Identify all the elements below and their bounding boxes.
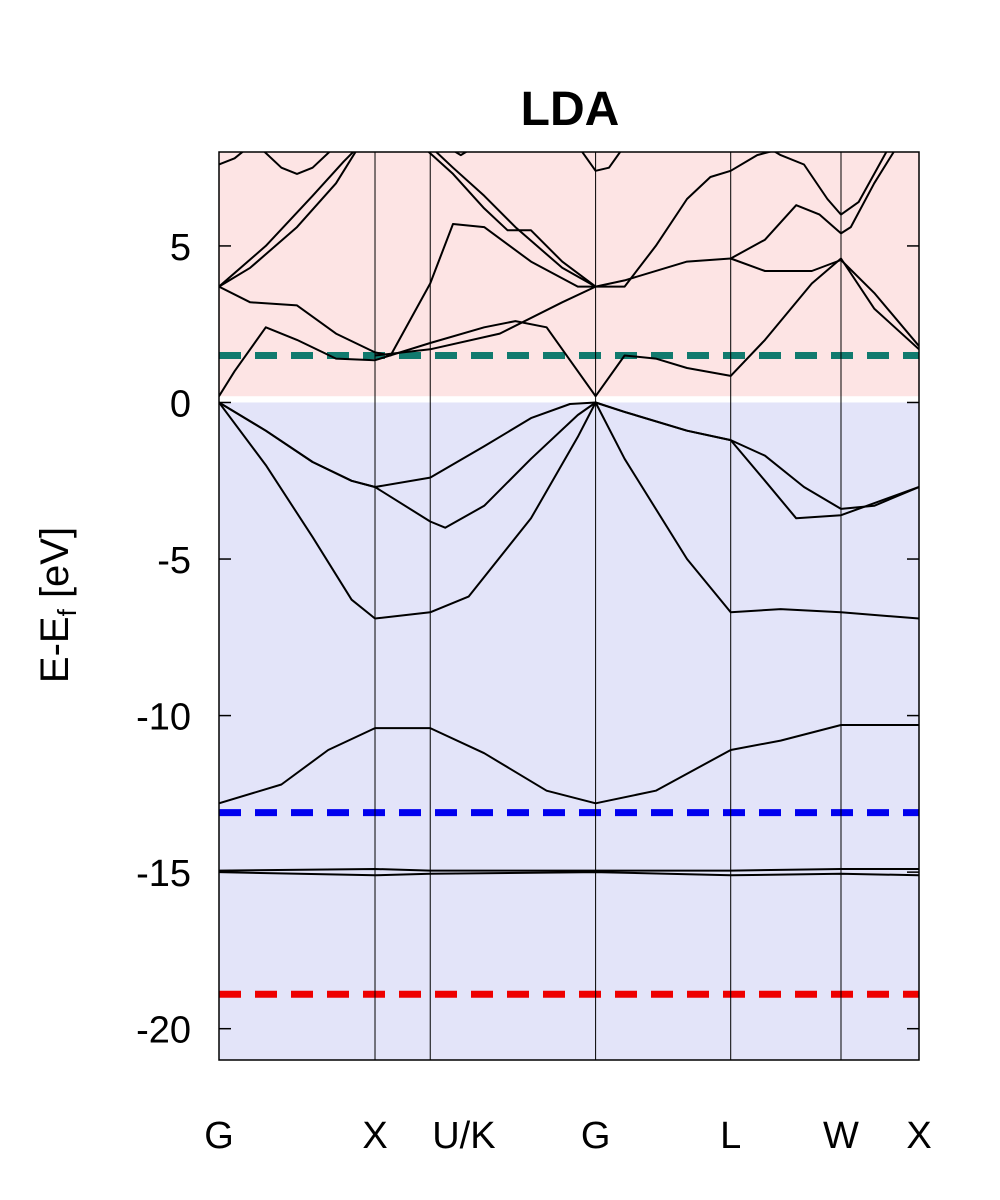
y-ticks: 5 0 -5 -10 -15 -20 [136, 227, 919, 1052]
band-6 [219, 401, 919, 529]
plot-frame [218, 151, 920, 1061]
band-15 [427, 152, 597, 288]
band-20 [773, 152, 888, 216]
y-axis-label: E-Ef [eV] [33, 527, 82, 683]
x-tick-label: L [720, 1115, 741, 1157]
y-tick-label: -5 [157, 540, 191, 582]
band-curves [219, 152, 919, 877]
x-tick-label: X [362, 1115, 387, 1157]
band-10 [219, 152, 357, 288]
band-13 [374, 285, 597, 357]
x-tick-label: U/K [432, 1115, 495, 1157]
band-16 [453, 152, 468, 157]
band-14 [434, 152, 597, 288]
band-4 [219, 401, 919, 620]
band-7 [219, 257, 919, 398]
reference-lines [219, 352, 919, 998]
x-tick-label: W [823, 1115, 859, 1157]
y-tick-label: 5 [170, 227, 191, 269]
band-2 [219, 871, 919, 877]
y-tick-label: -10 [136, 697, 191, 739]
y-axis-label-main: E-E [33, 616, 77, 683]
band-8 [219, 223, 919, 357]
band-19 [730, 152, 895, 260]
x-tick-label: G [204, 1115, 234, 1157]
y-axis-label-unit: [eV] [33, 527, 77, 609]
y-axis-label-subscript: f [52, 608, 82, 616]
x-tick-label: G [581, 1115, 611, 1157]
band-1 [219, 724, 919, 805]
chart-title: LDA [521, 83, 620, 136]
band-12 [263, 152, 331, 175]
x-tick-label: X [906, 1115, 931, 1157]
band-11 [219, 152, 244, 166]
region-valence [219, 402, 919, 1060]
y-tick-label: 0 [170, 383, 191, 425]
band-18 [595, 152, 773, 288]
y-tick-label: -20 [136, 1010, 191, 1052]
energy-regions [219, 152, 919, 1060]
y-tick-label: -15 [136, 853, 191, 895]
band-9 [219, 152, 355, 288]
x-tick-labels: G X U/K G L W X [204, 1115, 931, 1157]
kpoint-gridlines [374, 152, 842, 1060]
band-3 [219, 868, 919, 872]
band-17 [581, 152, 622, 172]
